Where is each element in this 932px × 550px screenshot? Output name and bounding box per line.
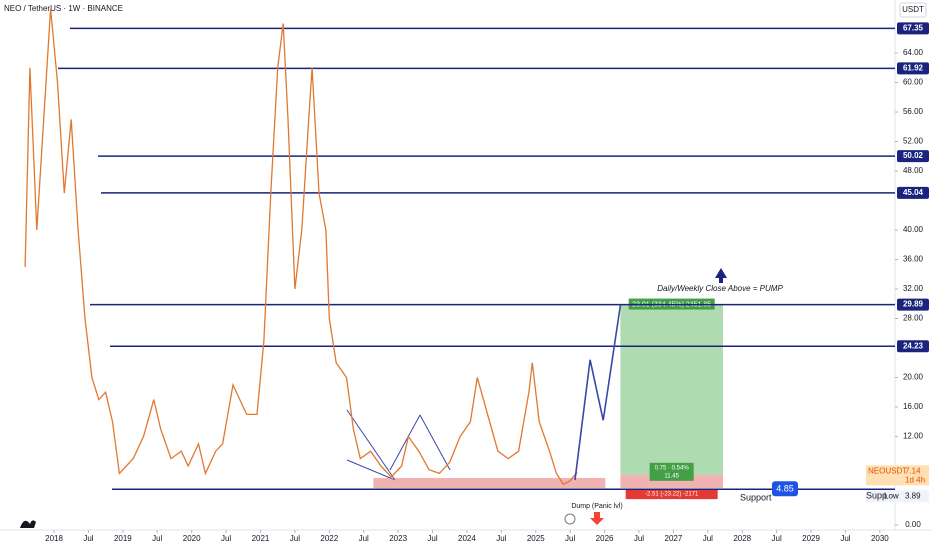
y-tick-label: 64.00 (903, 48, 924, 57)
x-tick-label: 2018 (45, 534, 63, 543)
stop-label: -2.51 (-23.22) -2171 (645, 492, 699, 498)
level-tag (897, 22, 929, 35)
y-tick-label: 52.00 (903, 137, 924, 146)
support-tag (772, 481, 798, 497)
level-label: 50.02 (903, 151, 924, 160)
series-line (574, 305, 622, 481)
dump-note: Dump (Panic lvl) (571, 503, 622, 510)
low-tag (866, 490, 929, 503)
y-tick-label: 36.00 (903, 255, 924, 264)
x-tick-label: Jul (772, 534, 782, 543)
x-tick-label: 2029 (802, 534, 820, 543)
y-tick-label: 0.00 (905, 520, 921, 529)
x-tick-label: 2019 (114, 534, 132, 543)
y-tick-label: 48.00 (903, 166, 924, 175)
support-label: Support (740, 493, 772, 503)
y-tick-label: 28.00 (903, 314, 924, 323)
y-tick-label: 60.00 (903, 78, 924, 87)
level-tag (897, 62, 929, 75)
countdown: 1d 4h (905, 475, 925, 484)
x-tick-label: Jul (634, 534, 644, 543)
y-tick-label: 32.00 (903, 284, 924, 293)
x-tick-label: Jul (290, 534, 300, 543)
y-tick-label: 56.00 (903, 107, 924, 116)
chart-title: NEO / TetherUS · 1W · BINANCE (4, 4, 123, 13)
level-label: 45.04 (903, 188, 924, 197)
currency-box (899, 2, 927, 18)
level-tag (897, 186, 929, 199)
low-value: 3.89 (905, 491, 921, 500)
stop-label-box (625, 489, 718, 500)
last-symbol: NEOUSDT (868, 466, 907, 475)
x-tick-label: Jul (565, 534, 575, 543)
level-tag (897, 298, 929, 311)
x-tick-label: Jul (83, 534, 93, 543)
icon (564, 513, 576, 525)
level-tag (897, 340, 929, 353)
stop-zone (620, 474, 723, 489)
currency: USDT (902, 5, 924, 14)
x-tick-label: 2023 (389, 534, 407, 543)
x-tick-label: Jul (496, 534, 506, 543)
level-label: 29.89 (903, 300, 924, 309)
low-label: Low (884, 491, 899, 500)
x-tick-label: Jul (840, 534, 850, 543)
trend-line (346, 409, 396, 481)
x-tick-label: 2022 (320, 534, 338, 543)
last-value: 7.14 (905, 466, 921, 475)
last-price-tag (866, 465, 929, 486)
up-arrow (715, 268, 727, 283)
level-tag (897, 150, 929, 163)
x-tick-label: 2024 (458, 534, 476, 543)
support-value: 4.85 (776, 484, 794, 494)
trend-line (346, 459, 396, 481)
logo (20, 520, 36, 528)
y-tick-label: 20.00 (903, 373, 924, 382)
x-tick-label: Jul (359, 534, 369, 543)
target-zone (620, 304, 723, 475)
level-label: 61.92 (903, 63, 924, 72)
x-tick-label: Jul (703, 534, 713, 543)
x-tick-label: 2030 (871, 534, 889, 543)
x-tick-label: 2027 (665, 534, 683, 543)
level-label: 24.23 (903, 341, 924, 350)
y-tick-label: 16.00 (903, 402, 924, 411)
x-tick-label: Jul (221, 534, 231, 543)
x-tick-label: 2025 (527, 534, 545, 543)
trend-line (419, 414, 451, 471)
x-tick-label: 2026 (596, 534, 614, 543)
entry-sub: 11.45 (664, 473, 679, 479)
support-zone (373, 478, 606, 489)
x-tick-label: 2021 (252, 534, 270, 543)
series-line (24, 8, 578, 486)
pump-note: Daily/Weekly Close Above = PUMP (657, 284, 783, 293)
trend-line (389, 414, 421, 471)
entry-label: 0.75 · 0.54% (655, 465, 690, 471)
x-tick-label: Jul (152, 534, 162, 543)
level-label: 67.35 (903, 23, 924, 32)
x-tick-label: Jul (427, 534, 437, 543)
entry-label-box (649, 462, 694, 481)
x-tick-label: 2020 (183, 534, 201, 543)
y-tick-label: 40.00 (903, 225, 924, 234)
down-arrow (590, 512, 604, 525)
y-tick-label: 12.00 (903, 432, 924, 441)
low-support: Supp (866, 491, 887, 501)
x-tick-label: 2028 (733, 534, 751, 543)
